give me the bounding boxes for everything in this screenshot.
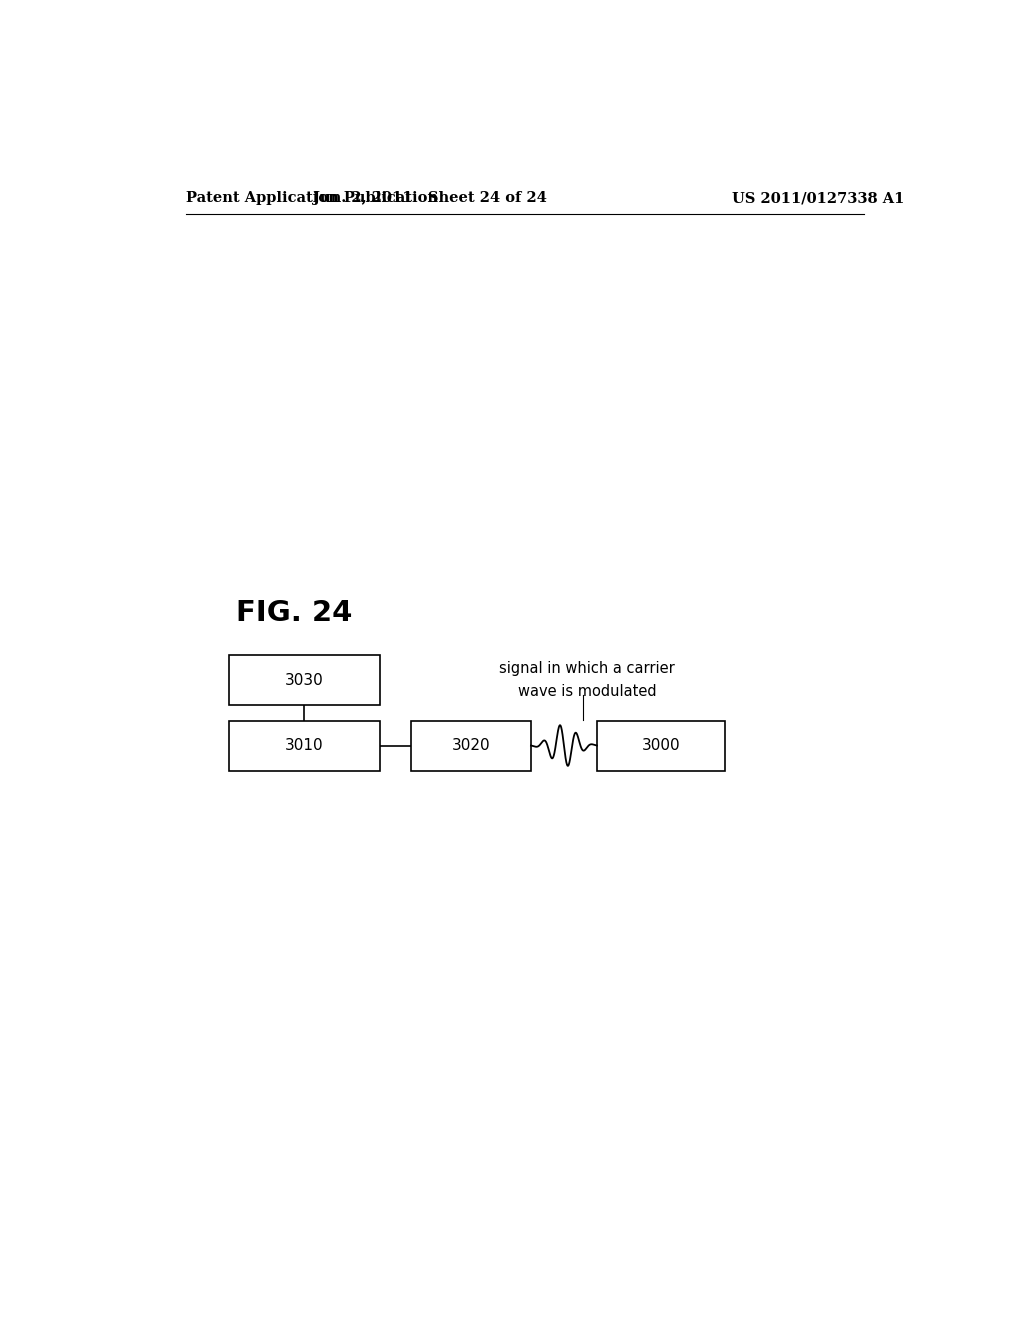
Text: 3010: 3010 bbox=[285, 738, 324, 752]
Text: Jun. 2, 2011   Sheet 24 of 24: Jun. 2, 2011 Sheet 24 of 24 bbox=[313, 191, 547, 206]
Bar bbox=[228, 655, 380, 705]
Text: Patent Application Publication: Patent Application Publication bbox=[186, 191, 438, 206]
Text: FIG. 24: FIG. 24 bbox=[237, 599, 353, 627]
Bar bbox=[228, 721, 380, 771]
Text: US 2011/0127338 A1: US 2011/0127338 A1 bbox=[732, 191, 905, 206]
Bar bbox=[597, 721, 725, 771]
Text: signal in which a carrier
wave is modulated: signal in which a carrier wave is modula… bbox=[500, 661, 675, 698]
Text: 3020: 3020 bbox=[452, 738, 490, 752]
Text: 3000: 3000 bbox=[641, 738, 680, 752]
Text: 3030: 3030 bbox=[285, 673, 324, 688]
Bar bbox=[411, 721, 531, 771]
